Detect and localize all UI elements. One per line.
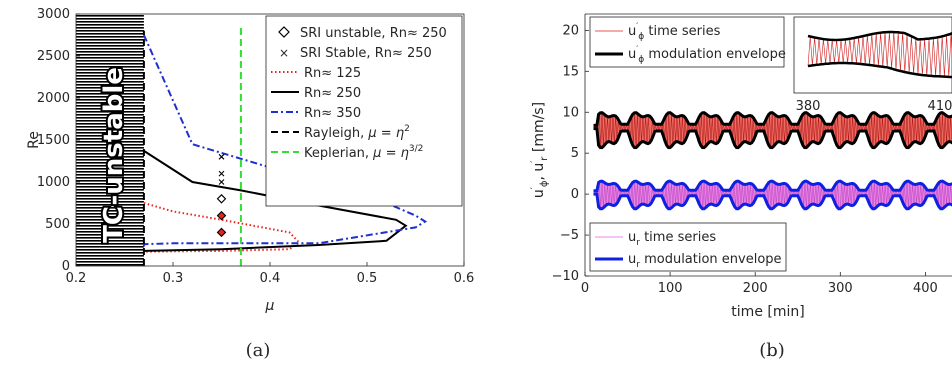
inset-envelope-lower [807, 61, 952, 79]
y-tick-label-a: 2500 [37, 49, 70, 64]
y-axis-label-a: Re [26, 131, 42, 149]
panel-a: 0.2 0.3 0.4 0.5 0.6050010001500200025003000 … [26, 7, 474, 361]
legend-b-top: u′ϕ time series u′ϕ modulation envelope [589, 16, 786, 68]
legend-box-b-bottom [589, 222, 787, 272]
legend-ur-env: ur modulation envelope [628, 252, 782, 270]
uphi-envelope-lower [593, 127, 952, 150]
y-tick-label-a: 1000 [37, 175, 70, 190]
x-tick-label-b: 100 [658, 281, 683, 296]
x-tick-label-b: 0 [581, 281, 589, 296]
legend-box-b-top [589, 16, 785, 68]
y-tick-label-b: 15 [562, 64, 579, 79]
y-tick-label-a: 1500 [37, 133, 70, 148]
inset: 380 410 [793, 16, 952, 114]
ur-envelope-lower [593, 192, 952, 211]
legend-sri-stable: SRI Stable, Rn≈ 250 [300, 46, 432, 61]
legend-uphi-ts: u′ϕ time series [628, 22, 721, 42]
y-tick-label-b: 5 [571, 146, 579, 161]
series-line-2 [142, 34, 428, 249]
inset-tick-380: 380 [796, 99, 821, 114]
y-tick-label-b: 10 [562, 105, 579, 120]
legend-rayleigh: Rayleigh, μ = η2 [304, 124, 410, 141]
legend-uphi-env: u′ϕ modulation envelope [628, 45, 786, 65]
y-tick-label-b: 20 [562, 23, 579, 38]
x-tick-label-a: 0.4 [260, 271, 281, 286]
series-line-1 [143, 150, 408, 252]
sri-unstable-point [216, 210, 227, 221]
y-tick-label-a: 500 [45, 217, 70, 232]
x-tick-label-a: 0.6 [454, 271, 475, 286]
panel-b: 0 100 200 300 400 −10 −5 0 5 10 15 20 u′ϕ, u′r [mm/… [530, 13, 952, 361]
ur-envelope-upper [593, 179, 952, 193]
y-tick-label-a: 0 [62, 259, 70, 274]
legend-marker-diamond [278, 26, 290, 38]
x-tick-label-b: 400 [913, 281, 938, 296]
legend-box-a [265, 15, 463, 207]
legend-rn350: Rn≈ 350 [304, 106, 361, 121]
caption-a: (a) [246, 340, 271, 361]
caption-b: (b) [759, 340, 785, 361]
legend-marker-x: × [279, 46, 289, 60]
tc-unstable-region [76, 14, 144, 266]
y-tick-label-b: 0 [571, 187, 579, 202]
y-axis-label-b: u′ϕ, u′r [mm/s] [530, 102, 550, 198]
legend-a: SRI unstable, Rn≈ 250 × SRI Stable, Rn≈ … [265, 15, 463, 207]
sri-unstable-point [216, 194, 227, 204]
sri-stable-point [218, 170, 225, 177]
x-axis-label-a: μ [265, 298, 275, 314]
legend-ur-ts: ur time series [628, 230, 716, 248]
sri-unstable-point [216, 227, 227, 238]
x-tick-label-a: 0.2 [66, 271, 87, 286]
inset-tick-410: 410 [928, 99, 952, 114]
y-tick-label-b: −5 [560, 228, 579, 243]
x-tick-label-b: 200 [743, 281, 768, 296]
legend-rn250: Rn≈ 250 [304, 86, 361, 101]
sri-stable-point [218, 179, 225, 185]
x-axis-label-b: time [min] [731, 304, 804, 320]
legend-sri-unstable: SRI unstable, Rn≈ 250 [300, 26, 447, 41]
sri-stable-point [218, 153, 225, 160]
y-tick-label-a: 3000 [37, 7, 70, 22]
inset-envelope-upper [807, 30, 952, 42]
legend-keplerian: Keplerian, μ = η3/2 [304, 144, 423, 161]
x-tick-label-b: 300 [828, 281, 853, 296]
y-tick-label-b: −10 [552, 269, 579, 284]
y-tick-label-a: 2000 [37, 91, 70, 106]
x-tick-label-a: 0.3 [163, 271, 184, 286]
legend-b-bottom: ur time series ur modulation envelope [589, 222, 787, 272]
region-label: TC-unstable [99, 67, 129, 243]
x-tick-label-a: 0.5 [357, 271, 378, 286]
uphi-envelope-upper [593, 111, 952, 127]
legend-rn125: Rn≈ 125 [304, 66, 361, 81]
